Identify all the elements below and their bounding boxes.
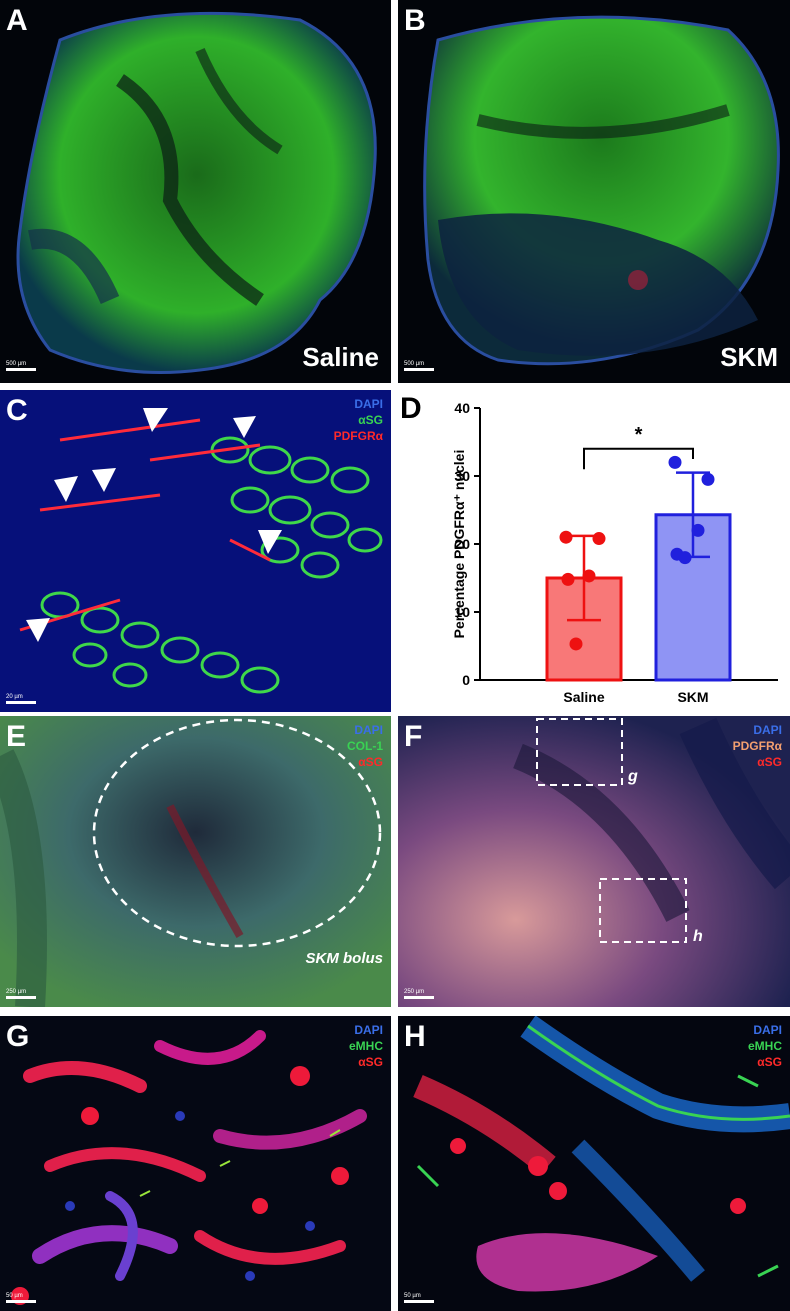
panel-c-scale-bar <box>6 701 36 704</box>
data-point <box>678 551 692 565</box>
panel-e-scale-text: 250 µm <box>6 989 27 995</box>
y-tick-label: 40 <box>454 400 470 416</box>
panel-h-legend-emhc: eMHC <box>747 1039 782 1053</box>
panel-a-label: A <box>6 4 28 37</box>
panel-g-scale-text: 50 µm <box>6 1293 23 1299</box>
panel-f-scale-bar <box>404 996 434 999</box>
data-point <box>701 472 715 486</box>
panel-e-legend: DAPI COL-1 αSG <box>347 722 383 770</box>
panel-d-bar-chart: D 0 10 20 30 40 Percentage PDGFRα⁺ nuclei Sali… <box>398 390 790 712</box>
panel-f-legend-pdgfra: PDGFRα <box>732 739 782 753</box>
data-point <box>582 569 596 583</box>
x-tick-label-skm: SKM <box>677 689 708 705</box>
inset-h-label: h <box>693 928 703 945</box>
panel-e-label: E <box>6 720 27 753</box>
panel-c-label: C <box>6 394 28 427</box>
panel-c-legend-pdfgra: PDFGRα <box>333 429 383 443</box>
panel-e-legend-dapi: DAPI <box>354 723 383 737</box>
panel-f-label: F <box>404 720 423 753</box>
y-tick-label: 0 <box>462 672 470 688</box>
panel-f-scale-text: 250 µm <box>404 989 425 995</box>
panel-f-micrograph <box>398 716 790 1007</box>
panel-g-micrograph <box>0 1016 391 1311</box>
panel-b-label: B <box>404 4 426 37</box>
panel-g-legend-emhc: eMHC <box>348 1039 383 1053</box>
panel-g-legend-asg: αSG <box>358 1055 383 1069</box>
panel-a-scale-text: 500 µm <box>6 361 27 367</box>
data-point <box>559 530 573 544</box>
panel-c-legend: DAPI αSG PDFGRα <box>334 396 383 444</box>
panel-c-scale-text: 20 µm <box>6 694 23 700</box>
skm-bolus-annotation: SKM bolus <box>305 950 384 967</box>
panel-a-scale-bar <box>6 368 36 371</box>
data-point <box>569 637 583 651</box>
panel-b-condition: SKM <box>720 342 778 372</box>
panel-e-micrograph <box>0 716 391 1007</box>
panel-a-micrograph <box>0 0 391 383</box>
panel-h-scale-bar <box>404 1300 434 1303</box>
y-tick-label: 20 <box>454 536 470 552</box>
panel-h-legend: DAPI eMHC αSG <box>748 1022 782 1070</box>
panel-h-legend-asg: αSG <box>757 1055 782 1069</box>
panel-a-condition: Saline <box>302 342 379 372</box>
data-point <box>592 532 606 546</box>
significance-bracket <box>583 447 694 470</box>
panel-h-micrograph <box>398 1016 790 1311</box>
panel-a-saline-section: A Saline 500 µm <box>0 0 391 383</box>
panel-e-legend-asg: αSG <box>358 755 383 769</box>
panel-c-pdgfra-staining: C DAPI αSG PDFGRα 20 µm <box>0 390 391 712</box>
inset-box-g <box>536 718 623 786</box>
inset-g-label: g <box>628 768 638 785</box>
y-axis-label: Percentage PDGFRα⁺ nuclei <box>451 450 467 639</box>
chart-svg: 0 10 20 30 40 Percentage PDGFRα⁺ nuclei Saline… <box>451 400 778 705</box>
panel-f-legend: DAPI PDGFRα αSG <box>733 722 782 770</box>
panel-d-label: D <box>400 392 422 425</box>
panel-h-emhc-staining: H DAPI eMHC αSG 50 µm <box>398 1016 790 1311</box>
panel-g-label: G <box>6 1020 30 1053</box>
data-point <box>691 523 705 537</box>
panel-g-legend-dapi: DAPI <box>354 1023 383 1037</box>
panel-g-emhc-staining: G DAPI eMHC αSG 50 µm <box>0 1016 391 1311</box>
panel-b-skm-section: B SKM 500 µm <box>398 0 790 383</box>
data-point <box>561 572 575 586</box>
data-point <box>668 455 682 469</box>
skm-bolus-outline <box>92 718 382 948</box>
panel-c-legend-dapi: DAPI <box>354 397 383 411</box>
y-tick-label: 10 <box>454 604 470 620</box>
x-tick-label-saline: Saline <box>563 689 604 705</box>
panel-h-legend-dapi: DAPI <box>753 1023 782 1037</box>
panel-e-legend-col1: COL-1 <box>347 739 383 753</box>
panel-b-micrograph <box>398 0 790 383</box>
panel-c-micrograph <box>0 390 391 712</box>
panel-g-scale-bar <box>6 1300 36 1303</box>
panel-e-scale-bar <box>6 996 36 999</box>
panel-e-col1-staining: E DAPI COL-1 αSG SKM bolus 250 µm <box>0 716 391 1007</box>
panel-g-legend: DAPI eMHC αSG <box>349 1022 383 1070</box>
panel-f-legend-dapi: DAPI <box>753 723 782 737</box>
panel-h-scale-text: 50 µm <box>404 1293 421 1299</box>
inset-box-h <box>599 878 687 943</box>
significance-star: * <box>635 424 643 446</box>
panel-f-pdgfra-staining: F DAPI PDGFRα αSG g h 250 µm <box>398 716 790 1007</box>
y-tick-label: 30 <box>454 468 470 484</box>
panel-b-scale-text: 500 µm <box>404 361 425 367</box>
panel-b-scale-bar <box>404 368 434 371</box>
panel-c-legend-asg: αSG <box>358 413 383 427</box>
panel-h-label: H <box>404 1020 426 1053</box>
panel-f-legend-asg: αSG <box>757 755 782 769</box>
